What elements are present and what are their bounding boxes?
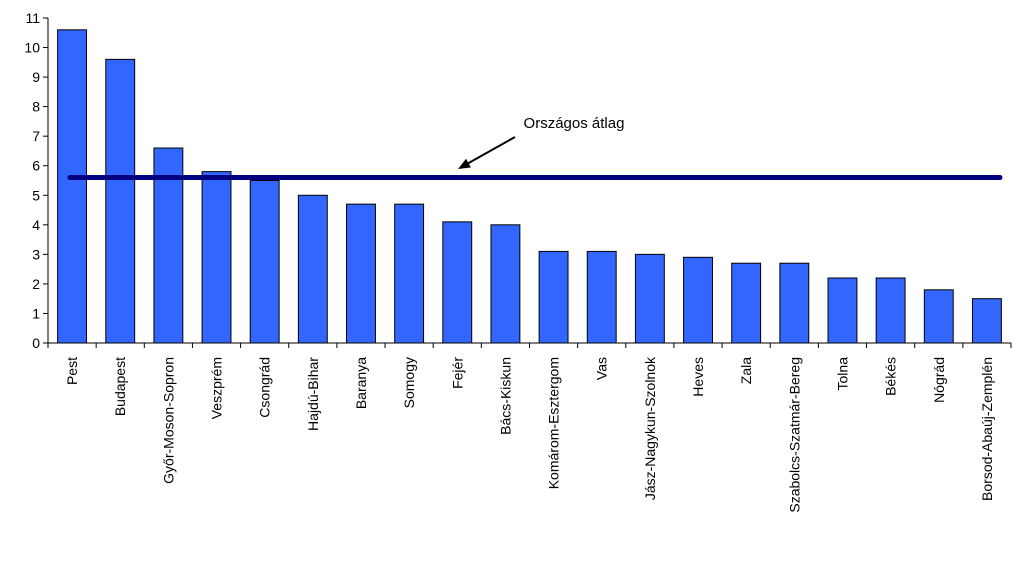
bar [538,250,569,344]
x-tick-label: Hajdú-Bihar [305,357,321,431]
bar [586,250,617,344]
bar [346,203,376,344]
y-tick-label: 1 [32,305,40,321]
x-tick-label: Nógrád [931,357,947,403]
x-tick-label: Csongrád [257,357,273,418]
x-tick-label: Fejér [449,357,465,389]
bar [923,289,954,344]
y-tick-label: 3 [32,246,40,262]
y-tick-label: 11 [25,10,40,26]
x-tick-label: Komárom-Esztergom [546,357,562,489]
x-tick-label: Békés [883,357,899,396]
x-tick-label: Szabolcs-Szatmár-Bereg [786,357,802,513]
bar [249,180,280,344]
y-tick-label: 4 [32,217,40,233]
bar [57,29,88,344]
bar [875,277,906,344]
bar [490,224,521,344]
y-tick-label: 5 [32,187,40,203]
y-tick-label: 6 [32,158,40,174]
x-tick-label: Somogy [401,357,417,408]
x-tick-label: Vas [594,357,610,380]
x-tick-label: Heves [690,357,706,397]
bar [971,298,1002,344]
bars [57,29,1002,344]
y-tick-label: 0 [32,335,40,351]
y-tick-label: 7 [32,128,40,144]
x-tick-label: Bács-Kiskun [497,357,513,435]
x-tick-label: Baranya [353,357,369,409]
bar [442,221,473,344]
x-tick-label: Budapest [112,357,128,416]
x-axis: Pest Budapest Győr-Moson-Sopron Veszprém Cso… [47,342,1012,513]
annotation-arrow [465,136,516,166]
y-tick-label: 10 [24,40,40,56]
x-tick-label: Zala [738,357,754,384]
bar [297,194,328,344]
y-tick-label: 2 [32,276,40,292]
bar [153,147,184,344]
reference-line-group: Országos átlag [67,115,1003,181]
bar [779,262,810,344]
x-tick-label: Veszprém [209,357,225,419]
bar [105,58,136,344]
average-line-label: Országos átlag [524,115,625,132]
bar [827,277,858,344]
y-tick-label: 8 [32,99,40,115]
annotation-arrowhead [458,158,471,169]
bar [683,256,713,344]
x-tick-label: Tolna [834,357,850,391]
x-tick-label: Győr-Moson-Sopron [160,357,176,484]
bar [201,171,232,344]
x-tick-label: Borsod-Abaúj-Zemplén [979,357,995,501]
x-tick-label: Pest [64,357,80,385]
y-tick-label: 9 [32,69,40,85]
x-tick-label: Jász-Nagykun-Szolnok [642,356,658,500]
bar [634,253,665,344]
bar [394,203,425,344]
y-axis: 0 1 2 3 4 5 6 7 8 9 10 11 [24,10,49,351]
bar [731,262,762,344]
